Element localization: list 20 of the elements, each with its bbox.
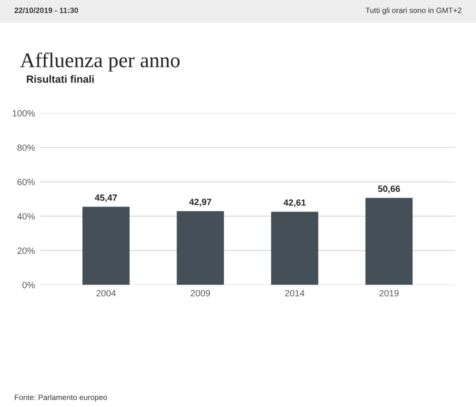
chart-title: Affluenza per anno bbox=[20, 52, 180, 72]
bar bbox=[82, 206, 130, 285]
x-tick-label: 2014 bbox=[285, 290, 304, 296]
y-tick-label: 40% bbox=[17, 213, 35, 220]
data-label: 50,66 bbox=[378, 186, 400, 194]
x-tick-label: 2004 bbox=[96, 290, 116, 296]
data-label: 42,97 bbox=[189, 198, 212, 206]
x-tick-label: 2009 bbox=[190, 290, 210, 296]
data-label: 45,47 bbox=[94, 194, 117, 202]
bar bbox=[365, 198, 413, 285]
x-tick-label: 2019 bbox=[379, 290, 399, 296]
bar bbox=[176, 211, 224, 285]
y-tick-label: 20% bbox=[18, 248, 35, 254]
y-tick-label: 60% bbox=[18, 178, 35, 186]
bar bbox=[271, 212, 318, 285]
data-label: 42,61 bbox=[284, 199, 306, 208]
y-tick-label: 100% bbox=[12, 110, 35, 117]
chart-subtitle: Risultati finali bbox=[26, 75, 94, 83]
y-tick-label: 0% bbox=[22, 282, 35, 288]
y-tick-label: 80% bbox=[17, 144, 35, 151]
